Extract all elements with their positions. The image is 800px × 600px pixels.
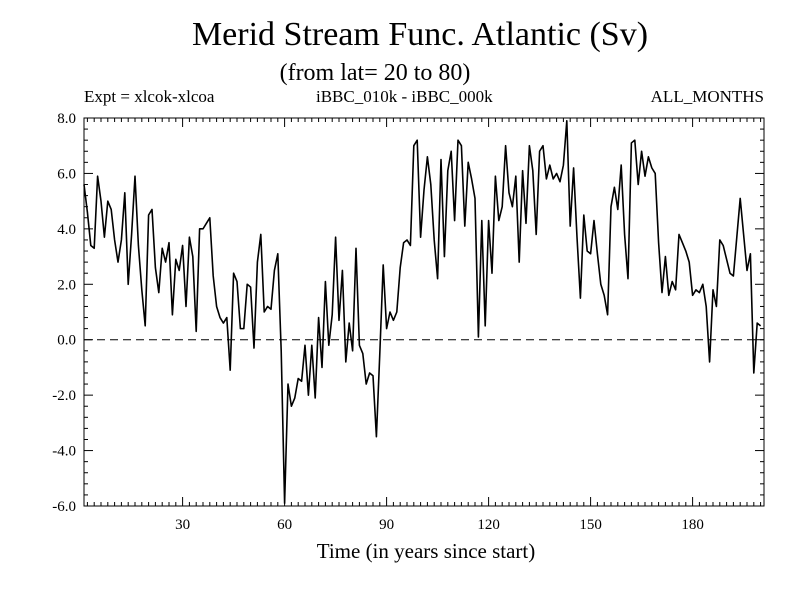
x-tick-label: 90 (379, 517, 394, 533)
chart-subtitle: (from lat= 20 to 80) (279, 60, 471, 86)
y-tick-label: -4.0 (52, 444, 76, 460)
y-tick-label: -6.0 (52, 499, 76, 515)
x-axis-title: Time (in years since start) (317, 539, 536, 563)
x-tick-label: 120 (477, 517, 500, 533)
x-tick-label: 60 (277, 517, 292, 533)
x-tick-label: 150 (579, 517, 602, 533)
chart-title: Merid Stream Func. Atlantic (Sv) (191, 16, 649, 53)
comparison-label: iBBC_010k - iBBC_000k (316, 87, 493, 106)
x-tick-label: 30 (175, 517, 190, 533)
y-tick-label: -2.0 (52, 388, 76, 404)
plot-frame (83, 117, 765, 507)
y-tick-label: 4.0 (57, 222, 76, 238)
tick-labels: 30 60 90 120 150 180 -6.0 -4.0 -2.0 0.0 2.0 4.0 6.0 8… (52, 111, 704, 533)
experiment-label: Expt = xlcok-xlcoa (84, 87, 215, 106)
x-tick-label: 180 (681, 517, 704, 533)
y-tick-label: 2.0 (57, 277, 76, 293)
y-tick-label: 6.0 (57, 166, 76, 182)
series-line (83, 119, 762, 505)
months-label: ALL_MONTHS (650, 87, 764, 106)
y-tick-label: 8.0 (57, 111, 76, 127)
tick-marks (84, 117, 764, 507)
y-tick-label: 0.0 (57, 333, 76, 349)
